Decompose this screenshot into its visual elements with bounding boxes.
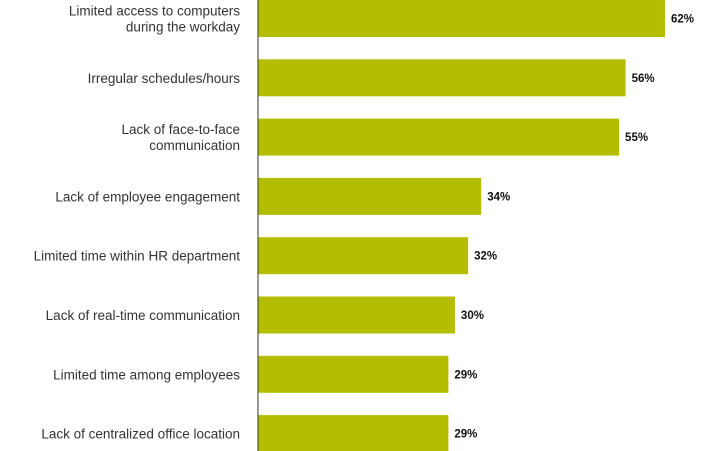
value-label-0: 62% [671,14,694,26]
category-label-line: Lack of face-to-face [121,122,240,137]
bars-group [258,0,665,451]
category-label-line: Limited time among employees [53,367,240,382]
category-label-line: during the workday [126,20,240,35]
bar-2 [258,118,620,156]
value-label-7: 29% [454,429,477,441]
category-label-2: Lack of face-to-face communication [121,122,240,153]
category-label-line: Limited access to computers [69,4,240,19]
category-label-line: Lack of centralized office location [41,427,240,442]
value-label-4: 32% [474,251,497,263]
bar-1 [258,59,626,97]
category-label-0: Limited access to computers during the wo… [69,4,240,35]
value-label-1: 56% [632,73,655,85]
value-label-3: 34% [487,191,510,203]
category-label-5: Lack of real-time communication [46,308,240,323]
category-label-6: Limited time among employees [53,367,240,382]
category-label-line: Limited time within HR department [34,249,241,264]
value-labels-group: 62% 56% 55% 34% 32% 30% 29% 29% [454,14,694,441]
category-label-3: Lack of employee engagement [55,189,240,204]
category-label-line: Irregular schedules/hours [88,71,241,86]
category-label-4: Limited time within HR department [34,249,241,264]
category-label-line: Lack of employee engagement [55,189,240,204]
category-label-7: Lack of centralized office location [41,427,240,442]
bar-5 [258,296,455,334]
category-label-1: Irregular schedules/hours [88,71,241,86]
bar-6 [258,355,449,393]
category-label-line: Lack of real-time communication [46,308,240,323]
bar-0 [258,0,665,37]
bar-3 [258,177,482,215]
bar-4 [258,237,469,275]
value-label-5: 30% [461,310,484,322]
value-label-2: 55% [625,132,648,144]
category-label-line: communication [149,138,240,153]
bar-7 [258,415,449,451]
category-labels-group: Limited access to computers during the wo… [34,4,241,442]
value-label-6: 29% [454,369,477,381]
